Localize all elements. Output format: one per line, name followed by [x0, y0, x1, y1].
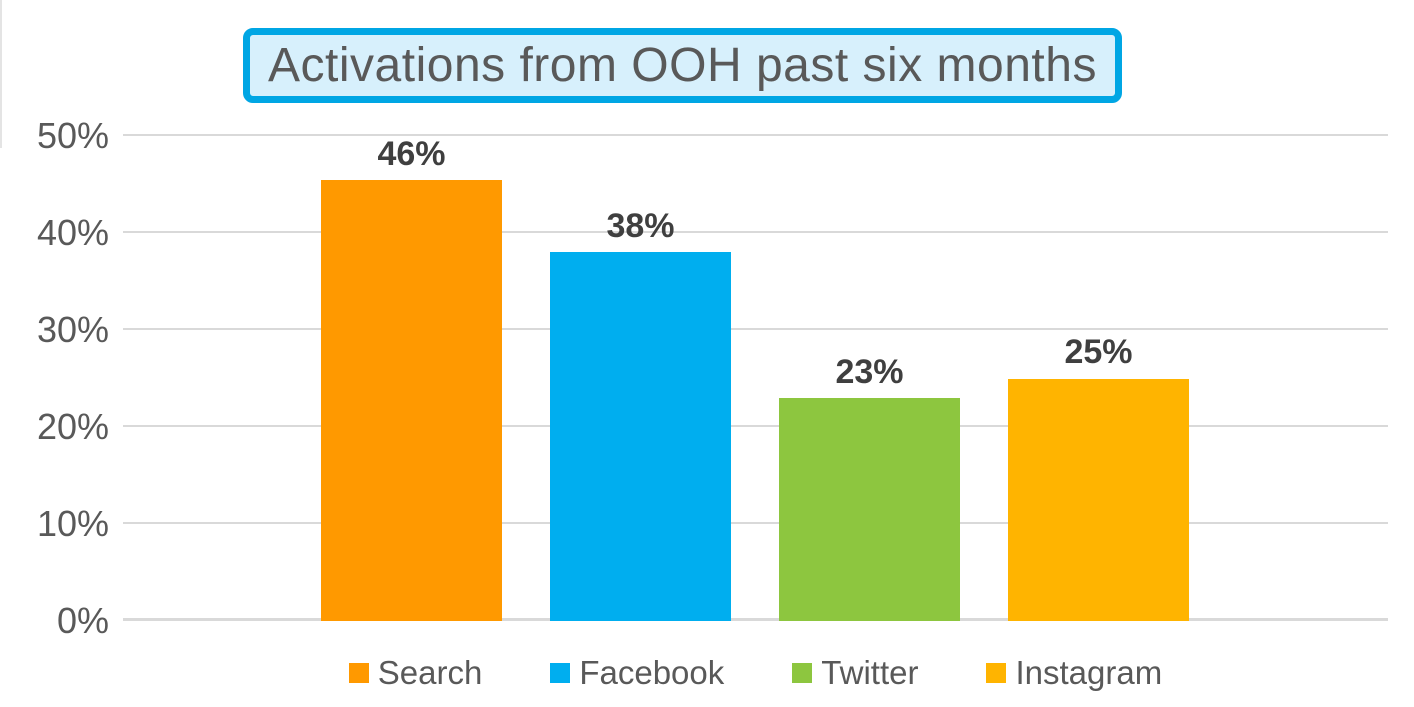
legend-swatch-icon	[986, 663, 1007, 683]
legend: Search Facebook Twitter Instagram	[123, 652, 1388, 694]
bar-instagram	[1008, 378, 1189, 621]
legend-item-instagram: Instagram	[986, 654, 1162, 692]
gridline	[123, 231, 1388, 233]
gridline	[123, 618, 1388, 621]
y-tick-label: 20%	[36, 406, 109, 447]
bar-group-instagram: 25%	[1008, 136, 1189, 621]
gridline	[123, 134, 1388, 136]
legend-item-search: Search	[348, 654, 483, 692]
bar-twitter	[779, 397, 960, 621]
legend-label: Facebook	[579, 654, 725, 691]
legend-item-facebook: Facebook	[550, 654, 724, 692]
legend-label: Twitter	[821, 654, 919, 691]
gridline	[123, 522, 1388, 524]
chart-title-box: Activations from OOH past six months	[243, 28, 1122, 103]
legend-swatch-icon	[550, 663, 571, 683]
y-tick-label: 40%	[36, 212, 109, 253]
y-tick-label: 0%	[56, 600, 109, 641]
left-edge-line	[0, 0, 2, 148]
legend-swatch-icon	[792, 663, 813, 683]
bar-group-twitter: 23%	[779, 136, 960, 621]
bar-group-search: 46%	[321, 135, 502, 621]
legend-label: Instagram	[1015, 654, 1163, 691]
bar-value-label: 38%	[606, 207, 675, 246]
y-axis: 0% 10% 20% 30% 40% 50%	[14, 118, 109, 639]
legend-item-twitter: Twitter	[792, 654, 918, 692]
plot-area: 46% 38% 23% 25%	[123, 134, 1388, 621]
chart-title: Activations from OOH past six months	[268, 39, 1097, 92]
y-tick-label: 10%	[36, 503, 109, 544]
y-tick-label: 50%	[36, 115, 109, 156]
bar-search	[321, 180, 502, 621]
bar-group-facebook: 38%	[550, 136, 731, 621]
y-tick-label: 30%	[36, 309, 109, 350]
bar-value-label: 46%	[377, 135, 446, 173]
bar-facebook	[550, 252, 731, 621]
bar-value-label: 23%	[835, 352, 904, 391]
bar-value-label: 25%	[1064, 333, 1133, 372]
legend-label: Search	[377, 654, 483, 691]
gridline	[123, 328, 1388, 330]
bars: 46% 38% 23% 25%	[321, 135, 1189, 621]
legend-swatch-icon	[348, 663, 369, 683]
gridline	[123, 425, 1388, 427]
